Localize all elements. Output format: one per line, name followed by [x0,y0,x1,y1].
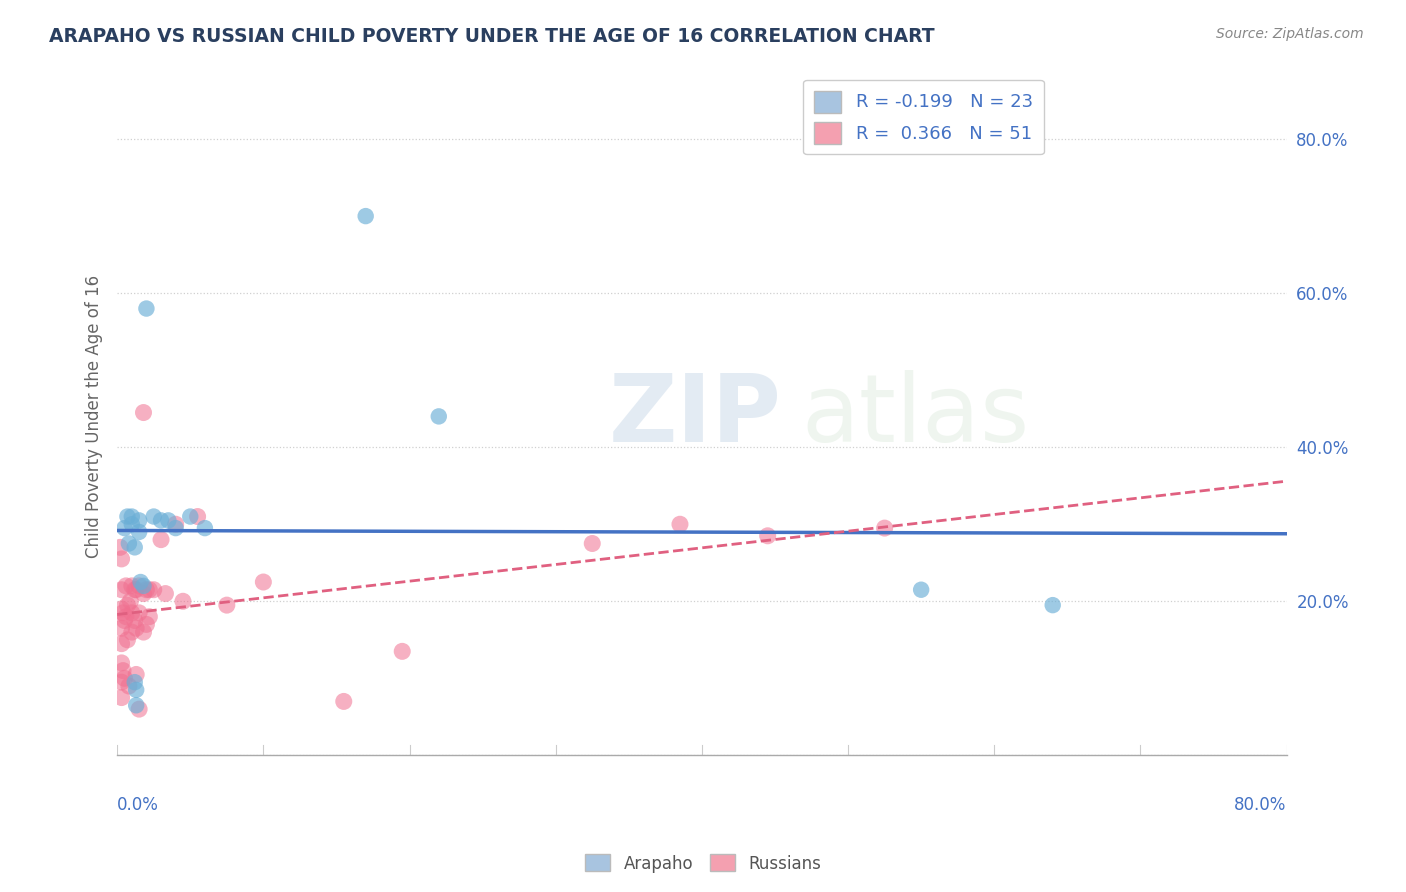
Point [121,579,143,593]
Point [128,513,150,527]
Text: Source: ZipAtlas.com: Source: ZipAtlas.com [1216,27,1364,41]
Point [115,579,138,593]
Point [756,529,779,543]
Point [110,656,132,670]
Point [215,598,238,612]
Point [873,521,896,535]
Point [132,625,155,640]
Point [121,509,143,524]
Point [114,614,136,628]
Point [121,606,143,620]
Point [117,509,139,524]
Point [1042,598,1064,612]
Point [252,574,274,589]
Point [179,509,201,524]
Point [132,579,155,593]
Point [128,702,150,716]
Point [165,521,187,535]
Point [128,579,150,593]
Point [125,698,148,713]
Point [132,586,155,600]
Point [142,509,165,524]
Point [132,405,155,419]
Point [165,517,187,532]
Point [581,536,603,550]
Point [124,675,146,690]
Legend: Arapaho, Russians: Arapaho, Russians [578,847,828,880]
Point [155,586,177,600]
Point [115,609,138,624]
Point [427,409,450,424]
Text: ZIP: ZIP [609,370,782,462]
Point [110,675,132,690]
Point [125,582,148,597]
Point [117,632,139,647]
Point [135,617,157,632]
Point [910,582,932,597]
Point [121,517,143,532]
Point [332,694,354,708]
Point [128,524,150,539]
Point [135,301,157,316]
Point [172,594,194,608]
Point [354,209,377,223]
Point [125,621,148,635]
Point [138,609,160,624]
Legend: R = -0.199   N = 23, R =  0.366   N = 51: R = -0.199 N = 23, R = 0.366 N = 51 [803,79,1043,154]
Point [150,533,173,547]
Point [121,625,143,640]
Point [129,574,152,589]
Point [157,513,180,527]
Text: ARAPAHO VS RUSSIAN CHILD POVERTY UNDER THE AGE OF 16 CORRELATION CHART: ARAPAHO VS RUSSIAN CHILD POVERTY UNDER T… [49,27,935,45]
Point [138,582,160,597]
Point [125,682,148,697]
Point [391,644,413,658]
Point [135,582,157,597]
Point [124,541,146,555]
Point [110,637,132,651]
Point [118,536,141,550]
Text: atlas: atlas [801,370,1029,462]
Point [117,598,139,612]
Point [118,679,141,693]
Point [114,521,136,535]
Point [110,582,132,597]
Point [110,621,132,635]
Point [669,517,692,532]
Y-axis label: Child Poverty Under the Age of 16: Child Poverty Under the Age of 16 [86,275,103,558]
Point [112,606,135,620]
Point [142,582,165,597]
Point [108,541,131,555]
Text: 80.0%: 80.0% [1234,796,1286,814]
Point [125,667,148,681]
Point [120,594,142,608]
Point [128,606,150,620]
Text: 0.0%: 0.0% [117,796,159,814]
Point [110,552,132,566]
Point [187,509,209,524]
Point [114,671,136,685]
Point [124,582,146,597]
Point [150,513,173,527]
Point [110,602,132,616]
Point [194,521,217,535]
Point [112,664,135,678]
Point [124,614,146,628]
Point [110,690,132,705]
